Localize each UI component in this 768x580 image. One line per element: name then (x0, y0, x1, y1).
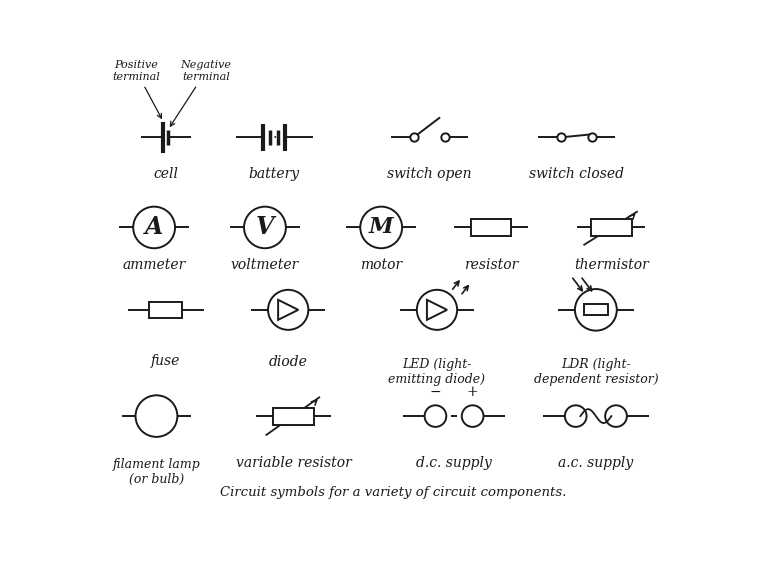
Bar (150, 302, 182, 317)
Text: a.c. supply: a.c. supply (558, 456, 634, 470)
Text: d.c. supply: d.c. supply (416, 456, 492, 470)
Text: Positive
terminal: Positive terminal (112, 60, 161, 118)
Text: Circuit symbols for a variety of circuit components.: Circuit symbols for a variety of circuit… (220, 486, 567, 499)
Text: switch closed: switch closed (529, 168, 624, 182)
Bar (273, 408, 314, 425)
Text: LDR (light-
dependent resistor): LDR (light- dependent resistor) (534, 358, 658, 386)
Text: voltmeter: voltmeter (231, 258, 299, 272)
Text: LED (light-
emitting diode): LED (light- emitting diode) (389, 358, 485, 386)
Text: switch open: switch open (387, 168, 472, 182)
Text: diode: diode (269, 354, 308, 368)
Text: cell: cell (154, 168, 178, 182)
Bar (591, 219, 631, 236)
Text: motor: motor (360, 258, 402, 272)
Text: −: − (429, 385, 442, 399)
Circle shape (425, 405, 446, 427)
Text: resistor: resistor (464, 258, 518, 272)
Text: Negative
terminal: Negative terminal (170, 60, 231, 126)
Circle shape (133, 206, 175, 248)
Text: A: A (145, 215, 164, 240)
Circle shape (462, 405, 484, 427)
Bar (584, 304, 607, 316)
Text: thermistor: thermistor (574, 258, 649, 272)
Circle shape (135, 396, 177, 437)
Polygon shape (278, 300, 298, 320)
Bar (471, 219, 511, 236)
Circle shape (565, 405, 587, 427)
Text: filament lamp
(or bulb): filament lamp (or bulb) (113, 458, 200, 485)
Text: V: V (256, 215, 274, 240)
Circle shape (605, 405, 627, 427)
Circle shape (575, 289, 617, 331)
Text: M: M (369, 216, 393, 238)
Circle shape (268, 290, 308, 330)
Circle shape (417, 290, 457, 330)
Text: battery: battery (249, 168, 300, 182)
Text: variable resistor: variable resistor (236, 456, 352, 470)
Circle shape (244, 206, 286, 248)
Text: fuse: fuse (151, 354, 180, 368)
Polygon shape (427, 300, 447, 320)
Text: +: + (467, 385, 478, 399)
Text: ammeter: ammeter (123, 258, 186, 272)
Circle shape (360, 206, 402, 248)
